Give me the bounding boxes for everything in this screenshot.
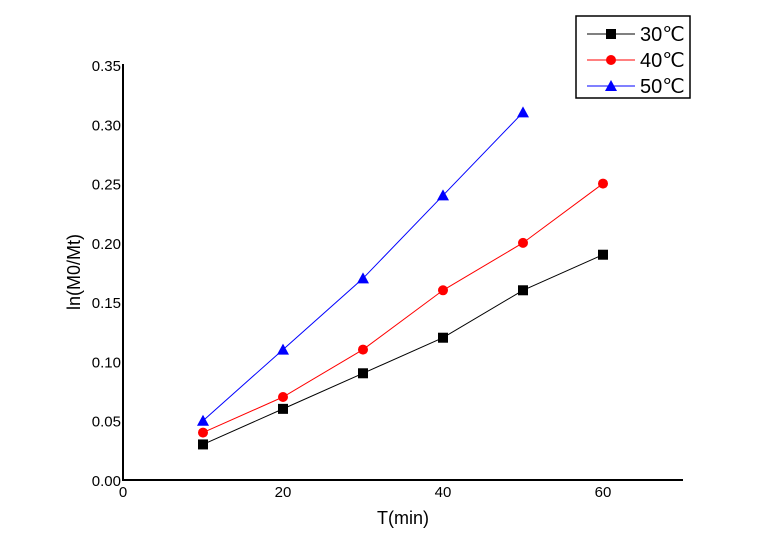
y-tick-label: 0.00 bbox=[92, 473, 121, 490]
data-point bbox=[438, 332, 448, 343]
legend-marker bbox=[606, 29, 616, 39]
y-tick-label: 0.20 bbox=[92, 236, 121, 253]
legend-marker bbox=[605, 80, 617, 91]
data-point bbox=[278, 392, 288, 402]
legend: 30℃ 40℃ 50℃ bbox=[575, 15, 691, 99]
data-point bbox=[437, 189, 449, 201]
data-point bbox=[517, 106, 529, 118]
x-tick-label: 0 bbox=[119, 484, 127, 501]
data-point bbox=[357, 272, 369, 284]
y-tick-label: 0.30 bbox=[92, 117, 121, 134]
data-point bbox=[197, 414, 209, 426]
axes bbox=[122, 64, 683, 481]
series-2 bbox=[197, 106, 529, 426]
y-tick-label: 0.35 bbox=[92, 58, 121, 75]
x-tick-label: 60 bbox=[595, 484, 612, 501]
data-point bbox=[438, 285, 448, 296]
series-line bbox=[202, 254, 604, 445]
data-point bbox=[518, 237, 528, 248]
legend-marker bbox=[606, 55, 616, 65]
data-point bbox=[358, 368, 368, 379]
data-point bbox=[198, 427, 208, 438]
y-tick-label: 0.10 bbox=[92, 354, 121, 371]
legend-label: 40℃ bbox=[640, 50, 685, 72]
y-tick-labels: 0.00 0.05 0.10 0.15 0.20 0.25 0.30 0.35 bbox=[92, 58, 121, 490]
x-axis-label: T(min) bbox=[377, 508, 429, 528]
legend-label: 30℃ bbox=[640, 24, 685, 46]
x-tick-label: 40 bbox=[435, 484, 452, 501]
data-point bbox=[518, 285, 528, 296]
series-group bbox=[197, 106, 608, 450]
data-point bbox=[358, 344, 368, 355]
data-point bbox=[598, 249, 608, 260]
data-point bbox=[277, 343, 289, 355]
y-tick-label: 0.05 bbox=[92, 414, 121, 431]
legend-box bbox=[575, 15, 691, 99]
legend-item: 30℃ bbox=[587, 24, 685, 46]
x-tick-label: 20 bbox=[275, 484, 292, 501]
legend-item: 40℃ bbox=[587, 50, 685, 72]
y-axis-label: ln(M0/Mt) bbox=[64, 234, 84, 310]
y-tick-label: 0.25 bbox=[92, 177, 121, 194]
data-point bbox=[598, 178, 608, 189]
series-0 bbox=[198, 249, 608, 450]
x-tick-labels: 0 20 40 60 bbox=[119, 484, 612, 501]
y-tick-label: 0.15 bbox=[92, 295, 121, 312]
legend-item: 50℃ bbox=[587, 76, 685, 98]
data-point bbox=[278, 403, 288, 414]
series-1 bbox=[198, 178, 608, 438]
data-point bbox=[198, 439, 208, 450]
legend-label: 50℃ bbox=[640, 76, 685, 98]
series-line bbox=[202, 183, 604, 434]
